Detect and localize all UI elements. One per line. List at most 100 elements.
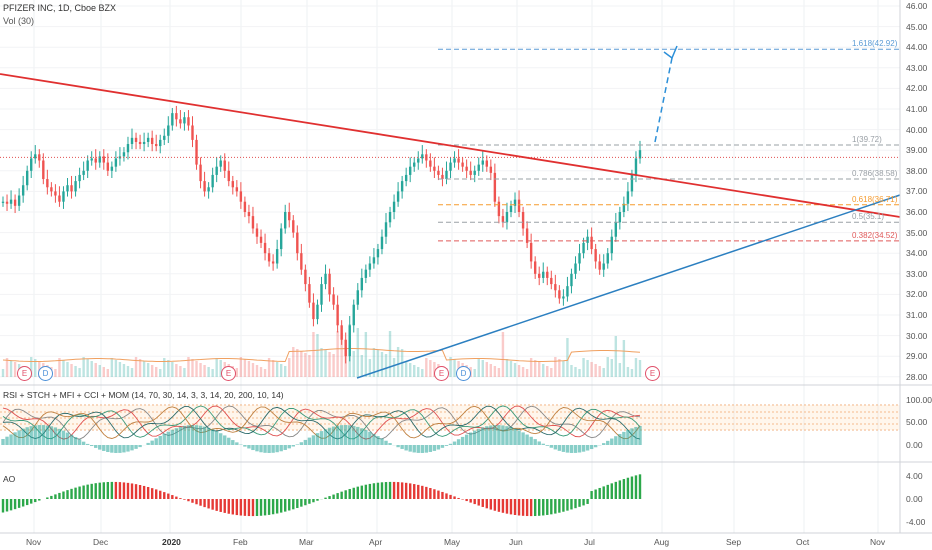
volume-bar [429, 360, 432, 377]
ao-bar [275, 499, 279, 514]
dividend-event-icon[interactable]: D [38, 366, 53, 381]
ao-bar [292, 499, 295, 510]
volume-bar [546, 366, 549, 377]
fib-retracement [438, 48, 900, 242]
volume-bar [356, 328, 359, 377]
osc-histogram-bar [150, 440, 154, 445]
earnings-event-icon[interactable]: E [645, 366, 660, 381]
volume-legend: Vol (30) [3, 16, 35, 26]
ao-bar [376, 482, 380, 499]
candle-body [114, 158, 118, 167]
osc-histogram-bar [166, 431, 170, 445]
ao-bar [417, 484, 420, 499]
ao-bar [1, 499, 5, 513]
candle-body [497, 201, 501, 217]
dividend-event-icon[interactable]: D [456, 366, 471, 381]
candle-body [328, 273, 331, 295]
price-tick-label: 28.00 [906, 371, 928, 382]
earnings-event-icon[interactable]: E [434, 366, 449, 381]
osc-histogram-bar [339, 425, 344, 445]
osc-histogram-bar [154, 438, 158, 445]
ao-bar [163, 492, 166, 499]
volume-bar [263, 369, 267, 377]
ao-bar [263, 499, 267, 516]
fib-level-label: 0.618(36.71) [852, 194, 898, 204]
candle-body [360, 277, 364, 291]
volume-bar [324, 350, 327, 377]
volume-bar [380, 352, 384, 377]
time-tick-label: Sep [726, 537, 742, 547]
volume-bar [74, 366, 77, 377]
ao-bar [489, 499, 493, 510]
osc-histogram-bar [110, 445, 114, 453]
volume-bar [78, 368, 81, 377]
osc-histogram-bar [219, 433, 223, 445]
volume-bar [425, 358, 428, 377]
osc-histogram-bar [638, 425, 642, 445]
candle-body [138, 141, 142, 145]
time-tick-label: Feb [233, 537, 248, 547]
osc-histogram-bar [319, 431, 324, 445]
osc-histogram-bar [602, 443, 606, 445]
osc-histogram-bar [243, 445, 247, 447]
downtrend-line [0, 73, 901, 218]
osc-histogram-bar [606, 440, 610, 445]
osc-histogram-bar [537, 441, 541, 445]
candle-body [9, 199, 13, 204]
candle-body [122, 152, 126, 157]
candle-body [1, 201, 5, 203]
volume-bar [481, 360, 484, 377]
volume-bar [372, 348, 376, 377]
candle-body [336, 304, 339, 326]
candle-body [408, 166, 412, 175]
earnings-event-icon[interactable]: E [17, 366, 32, 381]
candle-body [171, 113, 174, 126]
ao-bar [231, 499, 235, 515]
earnings-event-icon[interactable]: E [221, 366, 236, 381]
candle-body [614, 222, 618, 237]
fib-level-label: 1(39.72) [852, 135, 882, 145]
osc-histogram-bar [198, 425, 203, 445]
symbol-legend[interactable]: PFIZER INC, 1D, Cboe BZX Vol (30) [3, 3, 116, 26]
ao-legend[interactable]: AO [3, 474, 16, 484]
candle-body [167, 125, 170, 136]
osc-histogram-bar [73, 437, 78, 445]
volume-bar [602, 368, 605, 377]
osc-histogram-bar [41, 425, 46, 445]
volume-bar [610, 359, 613, 377]
candle-body [66, 185, 69, 192]
osc-histogram-bar [190, 425, 195, 445]
volume-bar [146, 363, 150, 377]
volume-bar [62, 360, 65, 377]
candle-body [413, 162, 416, 167]
candle-body [364, 269, 368, 278]
ao-bar [372, 483, 376, 499]
ao-bar [336, 493, 339, 499]
volume-bar [525, 369, 529, 377]
volume-bar [292, 347, 295, 377]
time-tick-label: Dec [93, 537, 109, 547]
ao-bar [203, 499, 206, 508]
candle-body [70, 185, 73, 192]
oscillator-legend[interactable]: RSI + STCH + MFI + CCI + MOM (14, 70, 30… [3, 390, 284, 400]
ao-bar [183, 499, 186, 500]
osc-histogram-bar [9, 434, 13, 445]
volume-bar [191, 359, 194, 377]
price-tick-label: 37.00 [906, 186, 928, 197]
ao-bar [150, 488, 154, 499]
osc-histogram-bar [102, 445, 106, 451]
ao-bar [312, 499, 315, 503]
osc-histogram-bar [428, 445, 433, 452]
ao-bar [146, 486, 150, 499]
time-tick-label: Nov [26, 537, 42, 547]
ao-bar [630, 476, 634, 499]
candle-body [473, 170, 476, 175]
osc-histogram-bar [295, 444, 300, 445]
grid [0, 0, 900, 533]
ao-bar [308, 499, 311, 504]
candle-body [54, 191, 57, 196]
candle-body [21, 185, 25, 196]
candle-body [602, 263, 605, 270]
candle-body [296, 232, 299, 254]
